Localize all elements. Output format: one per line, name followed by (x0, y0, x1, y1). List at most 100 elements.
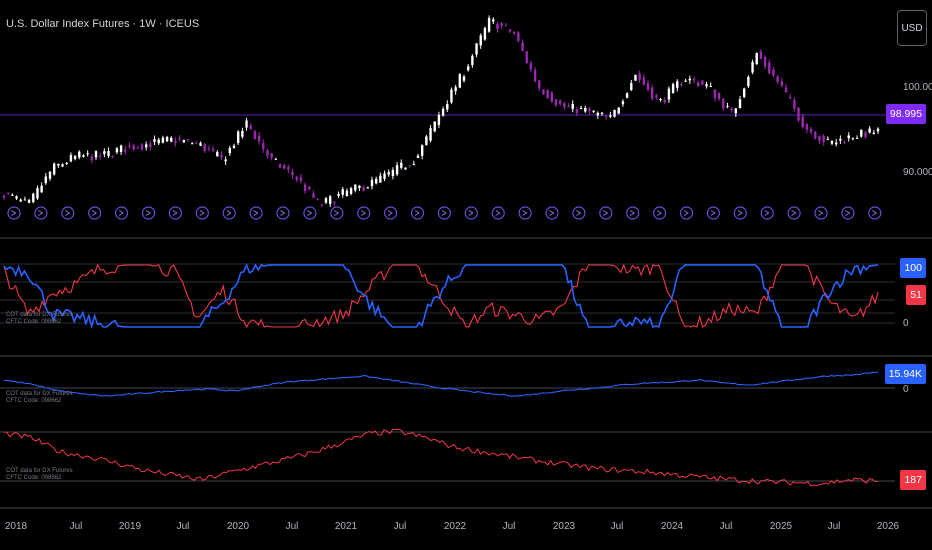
price-candle (809, 128, 813, 133)
event-marker-arrow (629, 210, 636, 216)
event-marker-icon (760, 206, 774, 220)
price-candle (471, 55, 474, 65)
price-candle (784, 87, 788, 93)
price-candle (278, 163, 282, 168)
event-marker-icon (599, 206, 613, 220)
last-price-badge: 98.995 (885, 104, 926, 124)
price-candle (312, 193, 315, 198)
price-candle (466, 66, 470, 71)
event-marker-icon (249, 206, 263, 220)
price-candle (27, 199, 31, 203)
price-candle (174, 141, 177, 143)
time-axis-tick: 2024 (660, 521, 684, 532)
event-marker-icon (357, 206, 371, 220)
price-candle (190, 143, 194, 145)
price-candle (663, 100, 666, 103)
currency-button[interactable]: USD (897, 10, 927, 46)
price-candle (90, 156, 94, 161)
event-marker-icon (652, 206, 667, 220)
time-axis-tick: Jul (176, 521, 190, 532)
price-candle (584, 107, 587, 112)
price-candle (308, 186, 311, 190)
price-candle (571, 103, 574, 109)
price-candle (107, 150, 110, 157)
price-candle (747, 76, 750, 87)
event-marker-arrow (360, 210, 367, 216)
event-marker-icon (841, 206, 855, 220)
price-candle (57, 163, 60, 166)
price-candle (763, 56, 767, 67)
price-candle (475, 43, 478, 55)
time-axis-tick: 2021 (334, 521, 358, 532)
price-candle (558, 100, 562, 104)
price-candle (370, 179, 374, 187)
event-marker-icon (141, 206, 156, 220)
event-marker-arrow (441, 210, 447, 216)
price-candle (15, 196, 18, 199)
price-candle (320, 204, 324, 206)
price-candle (303, 184, 307, 192)
price-candle (579, 107, 583, 110)
index-red-line (3, 263, 879, 329)
price-candle (529, 62, 533, 70)
price-candle (596, 112, 600, 116)
index-blue-badge: 100 (900, 258, 926, 278)
price-candle (542, 89, 545, 95)
event-marker-arrow (307, 210, 313, 216)
price-candle (98, 155, 102, 157)
price-candle (450, 89, 453, 103)
event-marker-icon (88, 206, 102, 220)
price-candle (82, 155, 85, 157)
price-candle (688, 78, 692, 81)
event-marker-arrow (603, 210, 609, 216)
price-candle (441, 108, 445, 116)
cot-label-line1: COT data for DX Futures (6, 312, 73, 318)
price-candle (408, 165, 411, 167)
event-marker-arrow (118, 210, 125, 216)
price-axis-tick-upper: 100.000 (903, 82, 932, 93)
price-candle (124, 149, 127, 152)
price-candle (379, 175, 382, 183)
price-candle (2, 195, 6, 198)
event-marker-icon (34, 206, 48, 220)
event-marker-icon (168, 206, 182, 220)
price-candle (412, 163, 416, 165)
price-candle (826, 138, 830, 140)
price-candle (768, 62, 771, 74)
time-axis-tick: 2020 (226, 521, 250, 532)
event-marker-icon (626, 206, 640, 220)
price-candle (525, 51, 528, 64)
price-candle (416, 155, 420, 158)
event-marker-arrow (253, 210, 259, 216)
price-candle (680, 84, 683, 86)
price-candle (253, 131, 257, 139)
index-blue-line (3, 262, 879, 330)
price-candle (487, 17, 491, 32)
index-axis-zero: 0 (903, 318, 909, 329)
time-axis-tick: Jul (502, 521, 516, 532)
price-candle (508, 29, 512, 32)
price-candle (667, 88, 671, 100)
price-candle (199, 142, 202, 146)
price-axis-tick: 90.000 (903, 167, 932, 178)
price-candle (245, 120, 248, 128)
price-candle (400, 162, 403, 168)
price-candle (692, 78, 696, 81)
index-red-badge: 51 (906, 285, 926, 305)
price-candle (374, 178, 378, 184)
price-candle (241, 130, 244, 137)
price-candle (395, 165, 399, 175)
price-candle (40, 185, 43, 193)
price-candle (61, 164, 64, 167)
price-candle (333, 201, 336, 203)
event-marker-icon (330, 206, 344, 220)
event-marker-icon (491, 206, 505, 220)
price-candle (504, 25, 508, 27)
price-candle (563, 103, 566, 108)
price-candle (11, 194, 14, 196)
price-candle (851, 138, 855, 140)
event-marker-arrow (549, 210, 555, 216)
price-candle (73, 155, 77, 159)
price-candle (78, 151, 81, 158)
event-marker-arrow (845, 210, 851, 216)
